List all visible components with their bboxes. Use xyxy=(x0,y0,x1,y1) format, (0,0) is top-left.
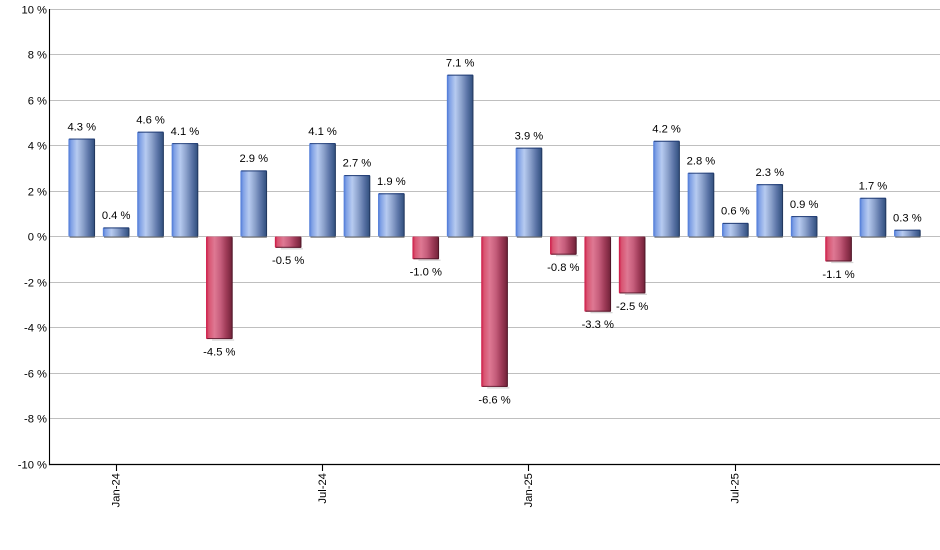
svg-text:Jul-25: Jul-25 xyxy=(730,473,742,503)
svg-text:4 %: 4 % xyxy=(28,141,47,153)
svg-text:4.1 %: 4.1 % xyxy=(308,126,337,138)
svg-text:2.7 %: 2.7 % xyxy=(343,158,372,170)
svg-text:2 %: 2 % xyxy=(28,187,47,199)
svg-text:Jan-25: Jan-25 xyxy=(523,473,535,507)
svg-text:2.8 %: 2.8 % xyxy=(687,155,716,167)
svg-text:8 %: 8 % xyxy=(28,50,47,62)
svg-text:2.9 %: 2.9 % xyxy=(239,153,268,165)
svg-text:6 %: 6 % xyxy=(28,96,47,108)
svg-text:0.9 %: 0.9 % xyxy=(790,199,819,211)
svg-text:-10 %: -10 % xyxy=(18,460,47,472)
svg-text:-3.3 %: -3.3 % xyxy=(582,319,614,331)
svg-text:-6 %: -6 % xyxy=(24,369,47,381)
svg-text:4.1 %: 4.1 % xyxy=(171,126,200,138)
svg-text:3.9 %: 3.9 % xyxy=(515,130,544,142)
svg-text:4.2 %: 4.2 % xyxy=(652,124,681,136)
svg-text:-6.6 %: -6.6 % xyxy=(478,394,510,406)
svg-text:-1.1 %: -1.1 % xyxy=(822,269,854,281)
svg-text:-2.5 %: -2.5 % xyxy=(616,301,648,313)
svg-text:-0.8 %: -0.8 % xyxy=(547,262,579,274)
svg-text:0.3 %: 0.3 % xyxy=(893,212,922,224)
svg-text:4.3 %: 4.3 % xyxy=(67,121,96,133)
svg-text:1.7 %: 1.7 % xyxy=(859,181,888,193)
svg-text:0.6 %: 0.6 % xyxy=(721,206,750,218)
svg-text:0.4 %: 0.4 % xyxy=(102,210,131,222)
svg-text:-0.5 %: -0.5 % xyxy=(272,255,304,267)
svg-text:0 %: 0 % xyxy=(28,232,47,244)
svg-text:2.3 %: 2.3 % xyxy=(755,167,784,179)
svg-text:10 %: 10 % xyxy=(22,5,48,17)
svg-text:-4.5 %: -4.5 % xyxy=(203,346,235,358)
svg-text:Jan-24: Jan-24 xyxy=(110,473,122,507)
svg-text:-8 %: -8 % xyxy=(24,414,47,426)
svg-text:-4 %: -4 % xyxy=(24,323,47,335)
svg-text:-2 %: -2 % xyxy=(24,278,47,290)
svg-text:4.6 %: 4.6 % xyxy=(136,114,165,126)
svg-text:7.1 %: 7.1 % xyxy=(446,57,475,69)
svg-text:Jul-24: Jul-24 xyxy=(317,473,329,503)
svg-text:1.9 %: 1.9 % xyxy=(377,176,406,188)
svg-text:-1.0 %: -1.0 % xyxy=(410,267,442,279)
